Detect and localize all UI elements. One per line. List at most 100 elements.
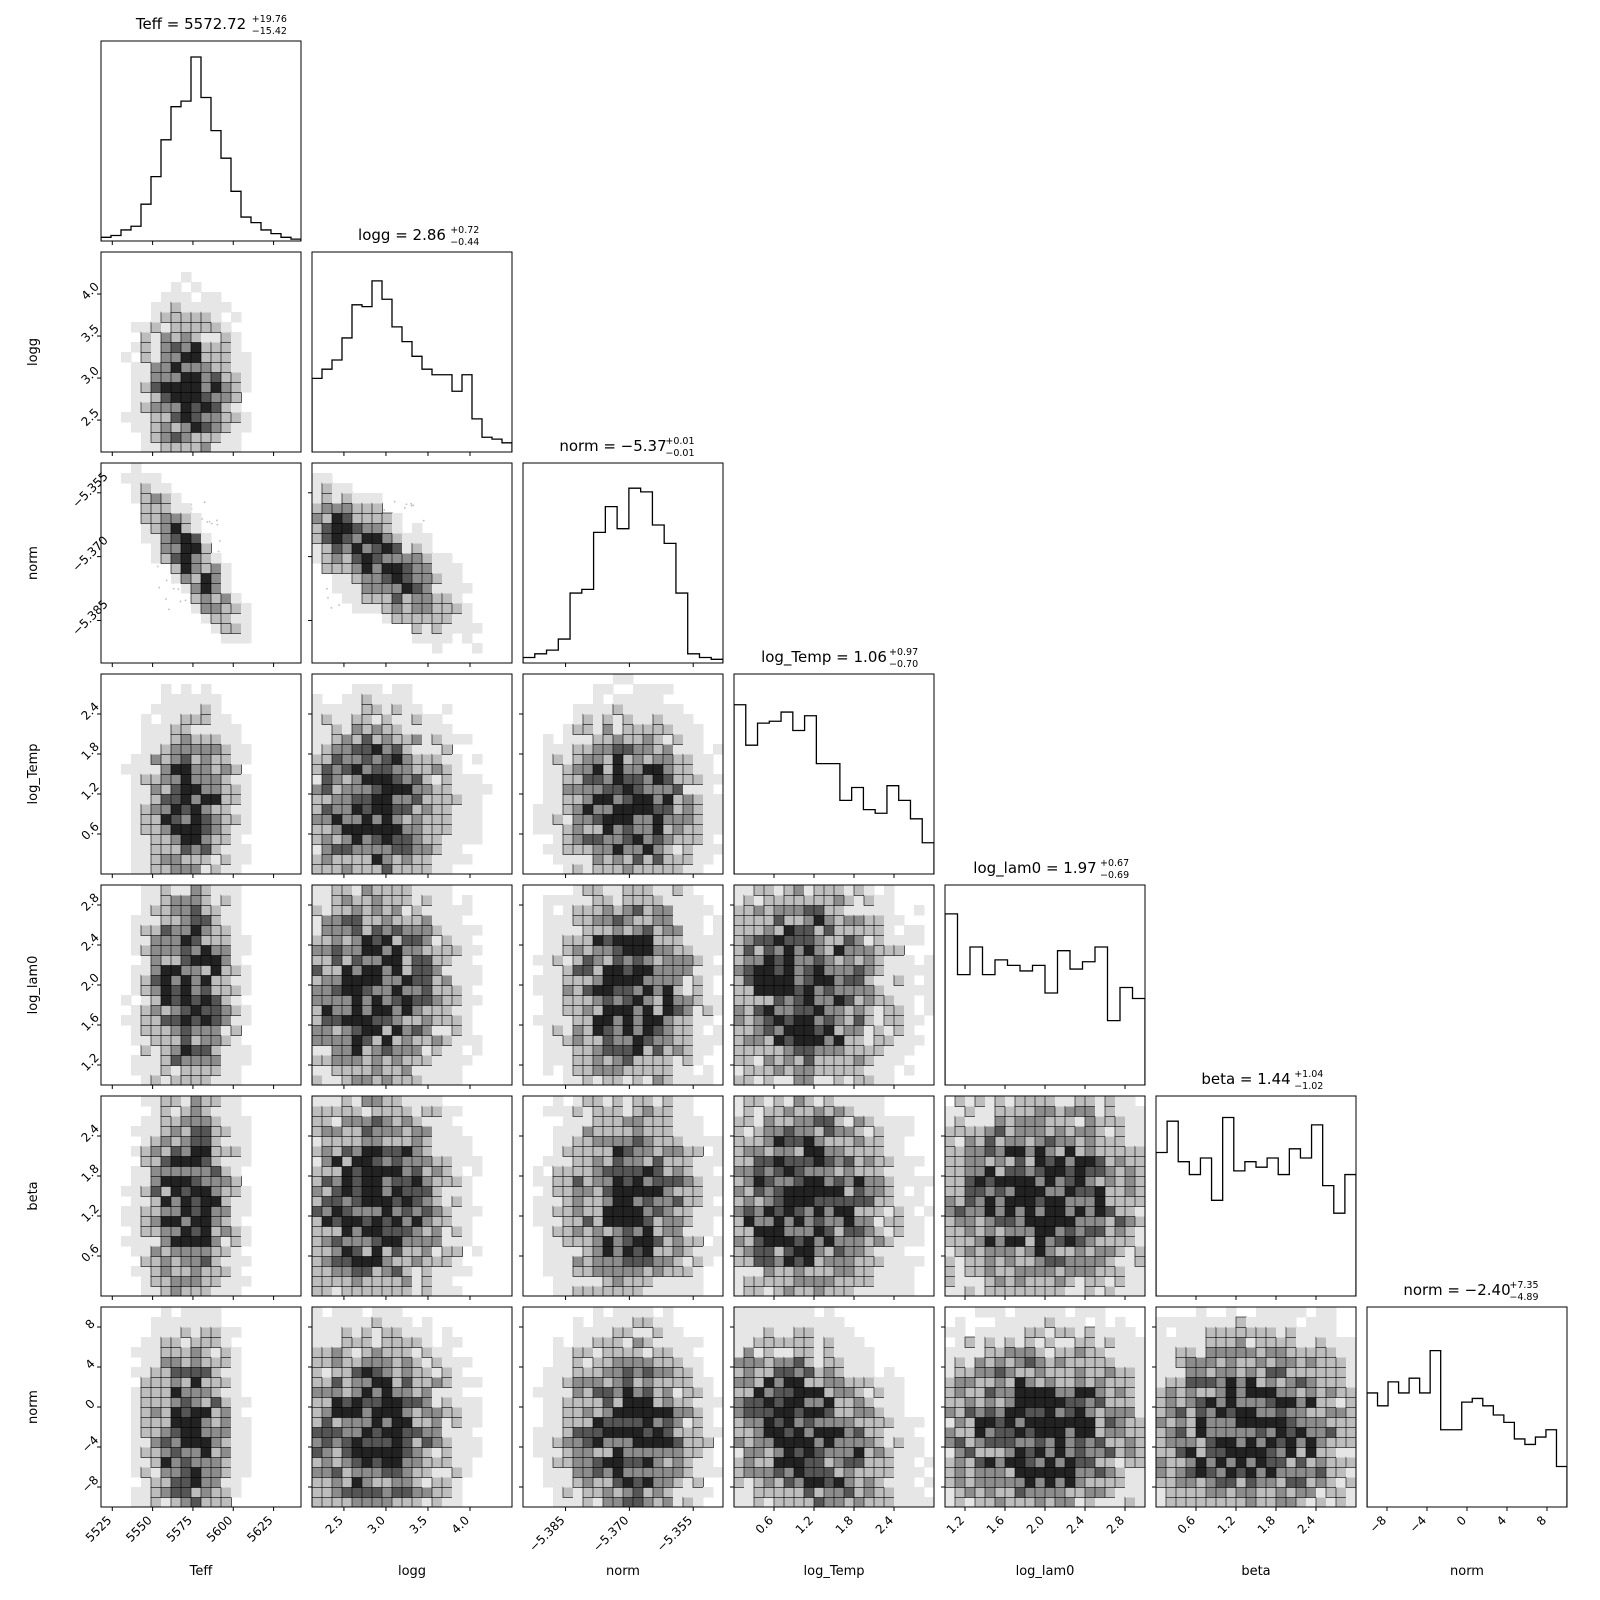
density-cell bbox=[411, 974, 423, 986]
density-cell bbox=[451, 602, 463, 614]
density-cell bbox=[181, 583, 192, 594]
density-cell bbox=[602, 1004, 614, 1016]
density-cell bbox=[622, 713, 634, 725]
density-cell bbox=[141, 1035, 152, 1046]
density-cell bbox=[713, 1156, 723, 1167]
density-cell bbox=[592, 1165, 604, 1177]
density-cell bbox=[351, 813, 363, 825]
density-cell bbox=[190, 391, 202, 403]
density-cell bbox=[401, 1074, 413, 1085]
density-cell bbox=[582, 793, 594, 805]
density-cell bbox=[371, 1255, 383, 1267]
density-cell bbox=[312, 1045, 323, 1056]
density-cell bbox=[241, 975, 252, 986]
density-cell bbox=[170, 321, 182, 333]
density-cell bbox=[140, 1255, 152, 1267]
density-cell bbox=[592, 783, 604, 795]
density-cell bbox=[662, 1115, 674, 1127]
density-cell bbox=[141, 885, 152, 896]
density-cell bbox=[371, 512, 383, 524]
density-cell bbox=[170, 1115, 182, 1127]
density-cell bbox=[321, 512, 333, 524]
density-cell bbox=[763, 1024, 775, 1036]
density-cell bbox=[180, 733, 192, 745]
density-cell bbox=[321, 823, 333, 835]
density-cell bbox=[381, 904, 393, 916]
density-cell bbox=[341, 793, 353, 805]
density-cell bbox=[381, 1004, 393, 1016]
density-cell bbox=[612, 1275, 624, 1287]
density-cell bbox=[813, 914, 825, 926]
density-cell bbox=[452, 774, 463, 785]
density-cell bbox=[210, 381, 222, 393]
density-cell bbox=[361, 1135, 373, 1147]
density-cell bbox=[381, 1225, 393, 1237]
sample-point bbox=[217, 550, 220, 553]
density-cell bbox=[582, 1235, 594, 1247]
density-cell bbox=[312, 724, 323, 735]
density-cell bbox=[312, 1156, 323, 1167]
density-cell bbox=[331, 944, 343, 956]
density-cell bbox=[361, 984, 373, 996]
density-cell bbox=[190, 1285, 202, 1296]
density-cell bbox=[673, 724, 684, 735]
density-cell bbox=[763, 974, 775, 986]
density-cell bbox=[421, 1275, 433, 1287]
density-cell bbox=[371, 853, 383, 865]
density-cell bbox=[401, 552, 413, 564]
density-cell bbox=[632, 974, 644, 986]
density-cell bbox=[874, 1065, 885, 1076]
density-cell bbox=[682, 823, 694, 835]
density-cell bbox=[312, 895, 323, 906]
density-cell bbox=[230, 602, 242, 614]
density-cell bbox=[221, 1256, 232, 1267]
density-cell bbox=[361, 502, 373, 514]
density-cell bbox=[312, 1185, 323, 1197]
density-cell bbox=[793, 1225, 805, 1237]
density-cell bbox=[853, 954, 865, 966]
density-cell bbox=[652, 954, 664, 966]
density-cell bbox=[652, 753, 664, 765]
density-cell bbox=[210, 934, 222, 946]
density-cell bbox=[141, 905, 152, 916]
density-cell bbox=[683, 1126, 694, 1137]
density-cell bbox=[623, 704, 634, 715]
density-cell bbox=[602, 1285, 614, 1296]
density-cell bbox=[793, 934, 805, 946]
density-cell bbox=[462, 1216, 473, 1227]
density-cell bbox=[401, 1014, 413, 1026]
density-cell bbox=[180, 974, 192, 986]
density-cell bbox=[592, 904, 604, 916]
density-cell bbox=[141, 1196, 152, 1207]
density-cell bbox=[643, 704, 654, 715]
density-cell bbox=[321, 1275, 333, 1287]
density-cell bbox=[442, 844, 453, 855]
density-cell bbox=[431, 1225, 443, 1237]
density-cell bbox=[371, 582, 383, 594]
density-cell bbox=[642, 813, 654, 825]
density-cell bbox=[753, 1255, 765, 1267]
density-cell bbox=[190, 1195, 202, 1207]
density-cell bbox=[140, 1024, 152, 1036]
density-cell bbox=[190, 904, 202, 916]
density-cell bbox=[170, 1265, 182, 1277]
density-cell bbox=[442, 915, 453, 926]
density-cell bbox=[401, 1175, 413, 1187]
density-cell bbox=[241, 1126, 252, 1137]
density-cell bbox=[753, 934, 765, 946]
density-cell bbox=[331, 904, 343, 916]
density-cell bbox=[421, 944, 433, 956]
density-cell bbox=[200, 582, 212, 594]
density-cell bbox=[662, 1145, 674, 1157]
density-cell bbox=[693, 1206, 704, 1217]
density-cell bbox=[321, 763, 333, 775]
density-cell bbox=[692, 803, 704, 815]
density-cell bbox=[823, 894, 835, 906]
density-cell bbox=[612, 964, 624, 976]
density-cell bbox=[813, 1225, 825, 1237]
density-cell bbox=[150, 502, 162, 514]
density-cell bbox=[432, 774, 443, 785]
density-cell bbox=[823, 964, 835, 976]
density-cell bbox=[401, 885, 413, 896]
density-cell bbox=[553, 1266, 564, 1277]
